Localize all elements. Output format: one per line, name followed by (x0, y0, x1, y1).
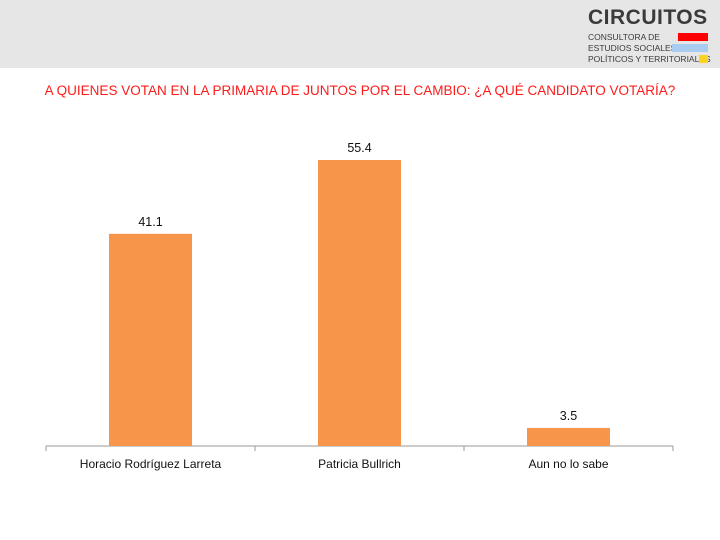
logo-tagline-2: ESTUDIOS SOCIALES, (588, 43, 679, 53)
category-label-0: Horacio Rodríguez Larreta (80, 457, 222, 471)
bar-0 (109, 233, 192, 446)
data-label-1: 55.4 (347, 141, 371, 155)
category-label-1: Patricia Bullrich (318, 457, 401, 471)
logo-tagline-3: POLÍTICOS Y TERRITORIALES (588, 54, 711, 64)
chart-title: A QUIENES VOTAN EN LA PRIMARIA DE JUNTOS… (44, 83, 676, 98)
logo-blue-bar (672, 44, 708, 52)
bar-1 (318, 160, 401, 446)
bar-2 (527, 427, 610, 446)
category-label-2: Aun no lo sabe (528, 457, 608, 471)
logo-tagline-1: CONSULTORA DE (588, 32, 660, 42)
header-band (0, 0, 720, 68)
logo-yellow-bar (699, 55, 708, 63)
circuitos-logo: CIRCUITOS CONSULTORA DE ESTUDIOS SOCIALE… (588, 6, 714, 66)
logo-wordmark: CIRCUITOS (588, 6, 708, 29)
logo-red-bar (678, 33, 708, 41)
data-label-0: 41.1 (138, 215, 162, 229)
data-label-2: 3.5 (560, 409, 577, 423)
